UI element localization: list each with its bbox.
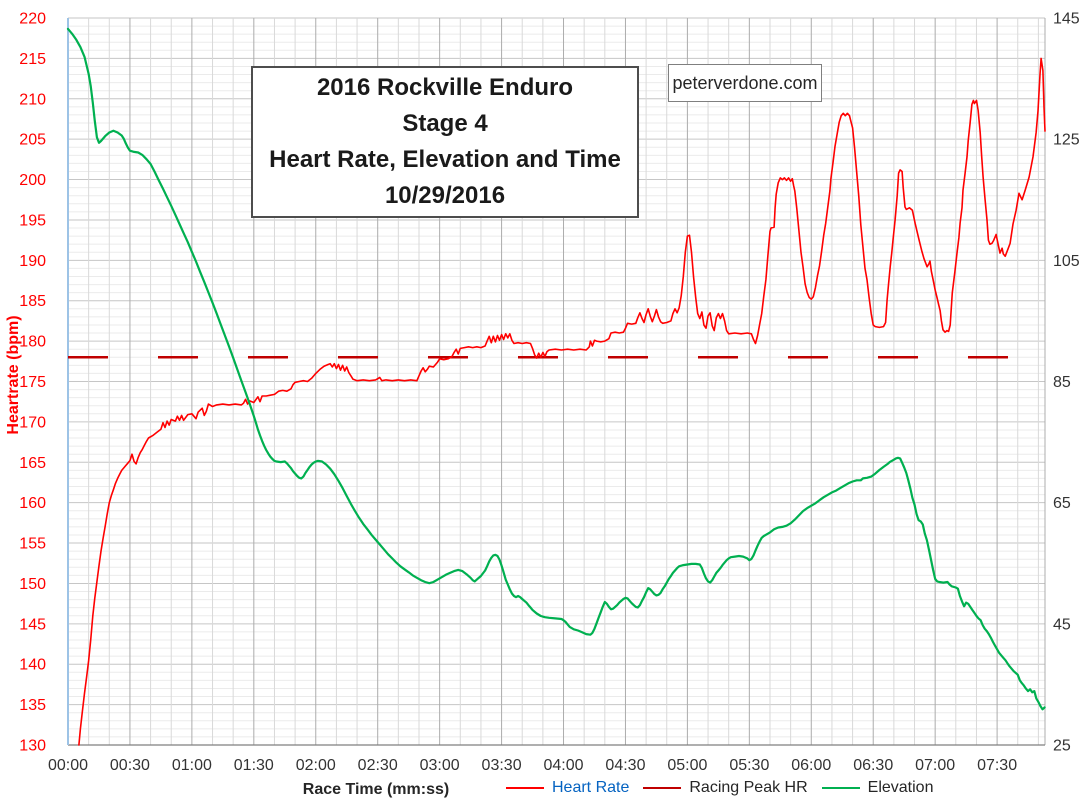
svg-text:150: 150 <box>19 576 46 593</box>
svg-text:65: 65 <box>1053 495 1071 512</box>
chart-title-line: 2016 Rockville Enduro <box>316 74 574 101</box>
svg-text:03:00: 03:00 <box>420 757 460 774</box>
chart-title-line: Heart Rate, Elevation and Time <box>269 146 621 173</box>
svg-text:00:00: 00:00 <box>48 757 88 774</box>
svg-text:165: 165 <box>19 455 46 472</box>
svg-text:155: 155 <box>19 536 46 553</box>
svg-text:05:00: 05:00 <box>667 757 707 774</box>
svg-text:01:00: 01:00 <box>172 757 212 774</box>
svg-text:160: 160 <box>19 495 46 512</box>
svg-text:220: 220 <box>19 11 46 28</box>
svg-text:06:30: 06:30 <box>853 757 893 774</box>
legend-item-heart-rate: Heart Rate <box>506 779 629 797</box>
legend-item-racing-peak-hr: Racing Peak HR <box>643 779 808 797</box>
svg-text:05:30: 05:30 <box>729 757 769 774</box>
svg-text:195: 195 <box>19 212 46 229</box>
svg-text:02:00: 02:00 <box>296 757 336 774</box>
svg-text:03:30: 03:30 <box>482 757 522 774</box>
svg-text:180: 180 <box>19 334 46 351</box>
svg-text:04:00: 04:00 <box>543 757 583 774</box>
svg-text:205: 205 <box>19 132 46 149</box>
legend-label: Racing Peak HR <box>689 779 808 796</box>
svg-text:01:30: 01:30 <box>234 757 274 774</box>
svg-text:140: 140 <box>19 657 46 674</box>
legend: Heart Rate Racing Peak HR Elevation <box>506 779 947 797</box>
heart-rate-line-swatch <box>506 787 544 789</box>
svg-text:07:00: 07:00 <box>915 757 955 774</box>
svg-text:06:00: 06:00 <box>791 757 831 774</box>
chart-title-line: 10/29/2016 <box>384 182 506 209</box>
svg-text:190: 190 <box>19 253 46 270</box>
watermark-box: peterverdone.com <box>668 64 822 102</box>
y-axis-title: Heartrate (bpm) <box>5 315 22 435</box>
svg-text:145: 145 <box>1053 11 1080 28</box>
svg-text:130: 130 <box>19 738 46 755</box>
svg-text:02:30: 02:30 <box>358 757 398 774</box>
svg-text:135: 135 <box>19 697 46 714</box>
svg-text:145: 145 <box>19 616 46 633</box>
svg-text:125: 125 <box>1053 132 1080 149</box>
svg-text:04:30: 04:30 <box>605 757 645 774</box>
chart-title-line: Stage 4 <box>402 110 488 137</box>
svg-text:85: 85 <box>1053 374 1071 391</box>
svg-text:45: 45 <box>1053 616 1071 633</box>
legend-label: Heart Rate <box>552 779 630 796</box>
svg-text:105: 105 <box>1053 253 1080 270</box>
svg-text:200: 200 <box>19 172 46 189</box>
svg-text:170: 170 <box>19 414 46 431</box>
x-axis-title: Race Time (mm:ss) <box>302 781 450 798</box>
svg-text:185: 185 <box>19 293 46 310</box>
svg-text:25: 25 <box>1053 738 1071 755</box>
elevation-line-swatch <box>821 787 860 789</box>
svg-text:07:30: 07:30 <box>977 757 1017 774</box>
svg-text:175: 175 <box>19 374 46 391</box>
legend-item-elevation: Elevation <box>821 779 934 797</box>
watermark-text: peterverdone.com <box>672 73 818 93</box>
legend-label: Elevation <box>867 779 934 796</box>
svg-text:00:30: 00:30 <box>110 757 150 774</box>
chart-title-box: 2016 Rockville Enduro Stage 4 Heart Rate… <box>251 66 639 218</box>
svg-text:215: 215 <box>19 51 46 68</box>
racing-peak-hr-line-swatch <box>643 787 682 789</box>
svg-text:210: 210 <box>19 91 46 108</box>
